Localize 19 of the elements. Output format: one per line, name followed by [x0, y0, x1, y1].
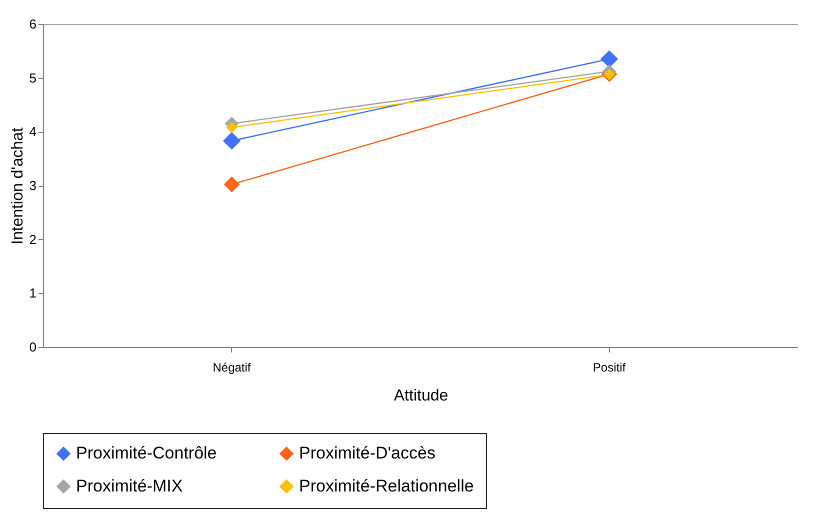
legend-label: Proximité-D'accès: [299, 444, 436, 463]
point: [226, 122, 238, 134]
y-tick-label: 2: [29, 232, 36, 247]
point: [222, 132, 241, 150]
y-tick-label: 5: [29, 70, 36, 86]
point: [600, 50, 618, 68]
x-tick-label: Positif: [592, 360, 626, 374]
y-tick-label: 3: [29, 178, 36, 193]
y-tick-label: 1: [29, 286, 36, 301]
y-tick-label: 6: [29, 16, 36, 32]
y-tick-label: 0: [29, 340, 36, 354]
x-tick-label: Négatif: [212, 360, 252, 374]
y-tick-label: 4: [29, 124, 36, 140]
y-axis-title: Intention d'achat: [9, 126, 26, 244]
legend-label: Proximité-Contrôle: [76, 444, 217, 463]
legend-label: Proximité-MIX: [76, 476, 183, 496]
point: [224, 176, 240, 192]
x-axis-title: Attitude: [394, 388, 448, 404]
legend-label: Proximité-Relationnelle: [299, 476, 474, 496]
